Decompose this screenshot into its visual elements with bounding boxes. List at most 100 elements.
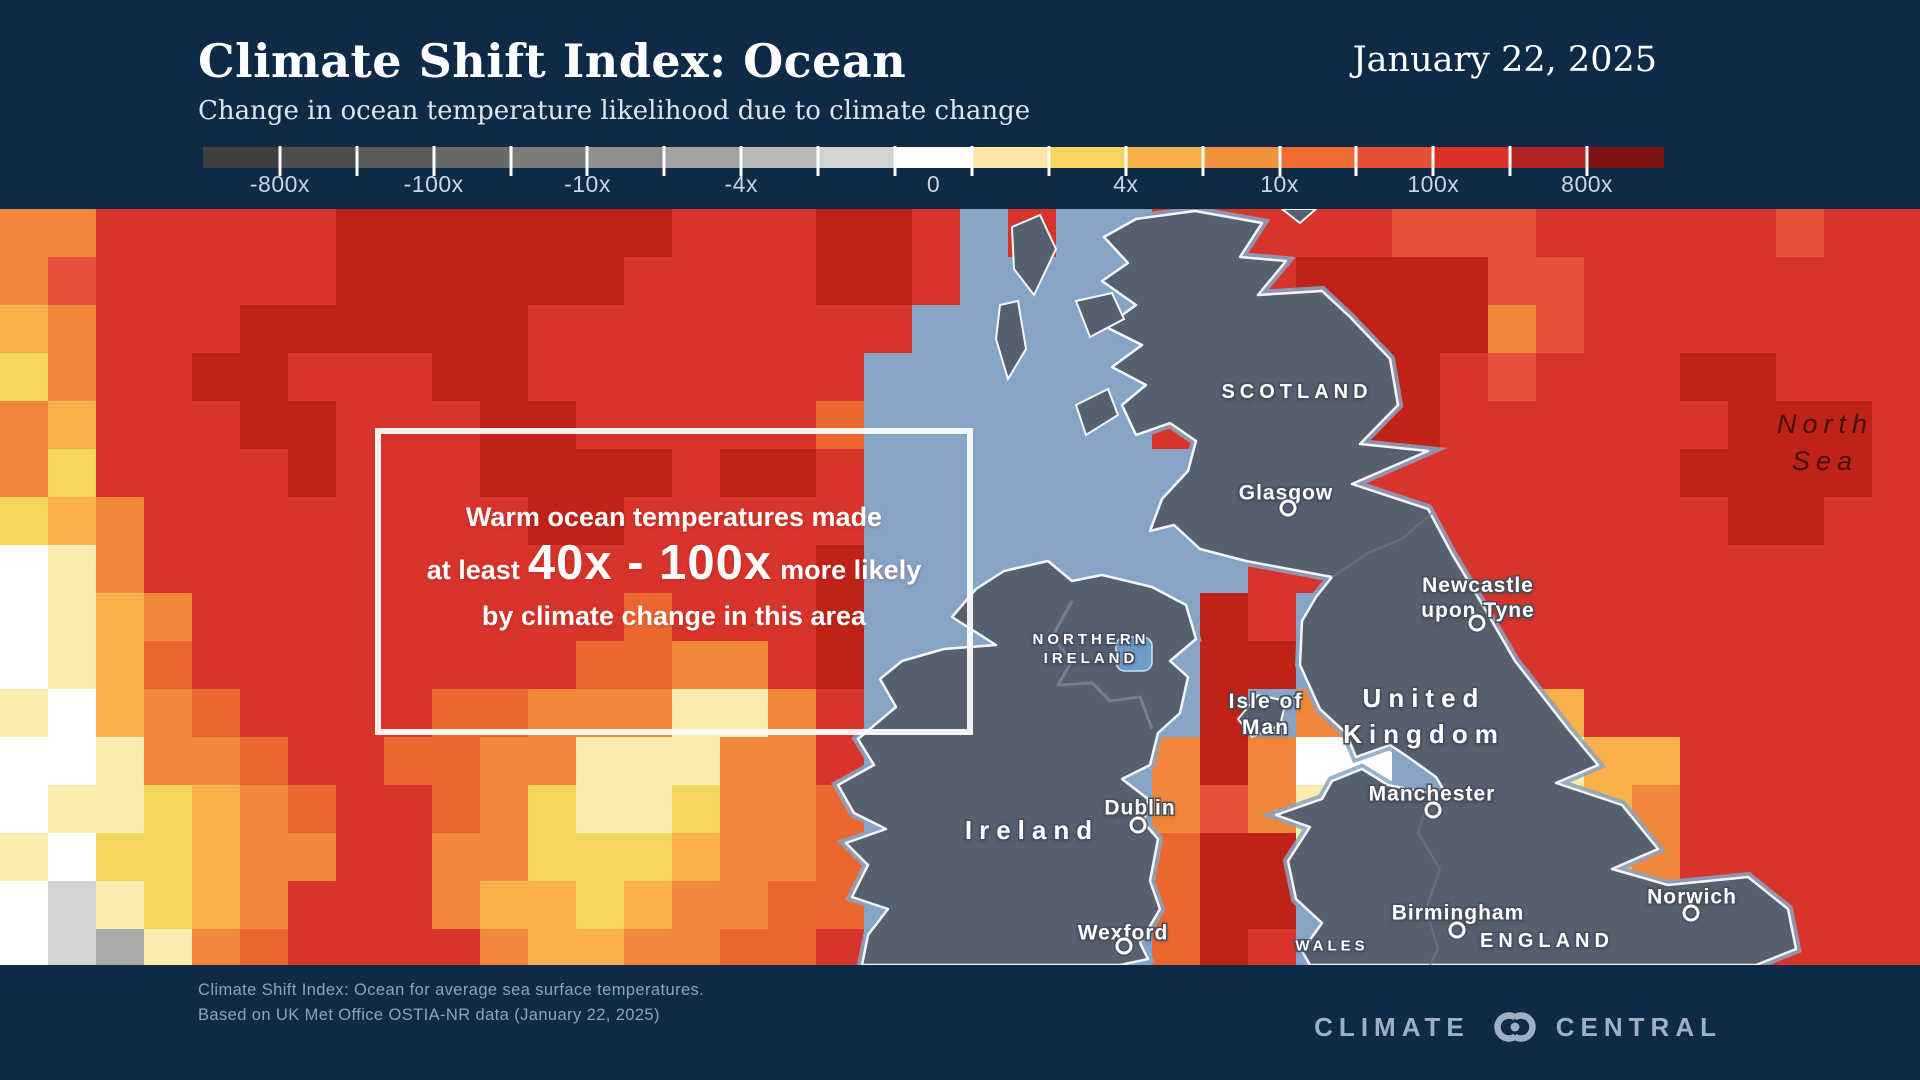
csi-cell [48, 593, 96, 641]
csi-cell [624, 209, 672, 257]
csi-cell [480, 737, 528, 785]
csi-cell [1872, 641, 1920, 689]
csi-cell [1680, 833, 1728, 881]
csi-cell [1680, 401, 1728, 449]
csi-cell [816, 449, 864, 497]
csi-cell [288, 881, 336, 929]
footer: Climate Shift Index: Ocean for average s… [0, 965, 1920, 1080]
scale-segment-7 [741, 147, 819, 168]
csi-cell [336, 881, 384, 929]
csi-cell [528, 593, 576, 641]
csi-cell [1824, 545, 1872, 593]
csi-cell [528, 209, 576, 257]
csi-cell [528, 545, 576, 593]
csi-cell [768, 881, 816, 929]
csi-cell [672, 737, 720, 785]
csi-cell [1776, 401, 1824, 449]
csi-cell [240, 305, 288, 353]
csi-cell [192, 497, 240, 545]
csi-cell [384, 833, 432, 881]
csi-cell [768, 209, 816, 257]
csi-cell [240, 209, 288, 257]
csi-cell [192, 737, 240, 785]
csi-cell [720, 641, 768, 689]
csi-cell [384, 593, 432, 641]
csi-cell [1728, 785, 1776, 833]
csi-cell [1872, 305, 1920, 353]
csi-cell [1488, 449, 1536, 497]
csi-cell [48, 305, 96, 353]
csi-cell [0, 881, 48, 929]
csi-cell [864, 449, 912, 497]
csi-cell [336, 257, 384, 305]
csi-cell [480, 401, 528, 449]
scale-segment-8 [818, 147, 896, 168]
csi-cell [624, 353, 672, 401]
climate-central-rings-icon [1494, 1012, 1536, 1042]
csi-cell [0, 593, 48, 641]
csi-cell [0, 497, 48, 545]
scale-label--10x: -10x [564, 171, 611, 197]
csi-cell [1104, 449, 1152, 497]
csi-cell [240, 785, 288, 833]
csi-cell [864, 353, 912, 401]
scale-bar [203, 147, 1664, 168]
csi-cell [96, 641, 144, 689]
scale-segment-18 [1587, 147, 1664, 168]
csi-cell [1632, 257, 1680, 305]
csi-cell [1824, 689, 1872, 737]
csi-cell [768, 353, 816, 401]
color-scale: -800x -100x -10x -4x 0 4x 10x 100x 800x [203, 146, 1664, 197]
csi-cell [1824, 785, 1872, 833]
csi-cell [1872, 353, 1920, 401]
csi-cell [768, 257, 816, 305]
csi-cell [1872, 209, 1920, 257]
csi-cell [816, 305, 864, 353]
csi-cell [384, 641, 432, 689]
csi-cell [1632, 545, 1680, 593]
csi-cell [0, 737, 48, 785]
csi-cell [1728, 737, 1776, 785]
csi-cell [1776, 641, 1824, 689]
csi-cell [288, 545, 336, 593]
csi-cell [912, 209, 960, 257]
csi-cell [912, 545, 960, 593]
csi-cell [576, 497, 624, 545]
csi-cell [1872, 401, 1920, 449]
csi-cell [1392, 305, 1440, 353]
csi-cell [432, 353, 480, 401]
attribution: Climate Shift Index: Ocean for average s… [198, 978, 704, 1028]
csi-cell [528, 353, 576, 401]
scale-label-10x: 10x [1260, 171, 1299, 197]
csi-cell [768, 785, 816, 833]
csi-cell [720, 833, 768, 881]
csi-cell [240, 449, 288, 497]
scale-label-100x: 100x [1407, 171, 1460, 197]
csi-cell [768, 545, 816, 593]
csi-cell [1632, 689, 1680, 737]
csi-cell [1776, 593, 1824, 641]
csi-cell [720, 593, 768, 641]
csi-cell [1536, 449, 1584, 497]
csi-cell [912, 305, 960, 353]
csi-cell [864, 209, 912, 257]
csi-cell [624, 881, 672, 929]
scale-segment-13 [1202, 147, 1280, 168]
csi-cell [480, 593, 528, 641]
csi-cell [1728, 833, 1776, 881]
csi-cell [624, 737, 672, 785]
csi-cell [816, 257, 864, 305]
scale-segment-10 [971, 147, 1049, 168]
csi-cell [384, 449, 432, 497]
csi-cell [1200, 593, 1248, 641]
csi-cell [864, 593, 912, 641]
csi-cell [96, 401, 144, 449]
csi-cell [144, 401, 192, 449]
csi-cell [1872, 545, 1920, 593]
csi-cell [336, 353, 384, 401]
csi-cell [672, 785, 720, 833]
csi-cell [480, 209, 528, 257]
csi-cell [0, 689, 48, 737]
csi-cell [1776, 449, 1824, 497]
csi-cell [1536, 497, 1584, 545]
